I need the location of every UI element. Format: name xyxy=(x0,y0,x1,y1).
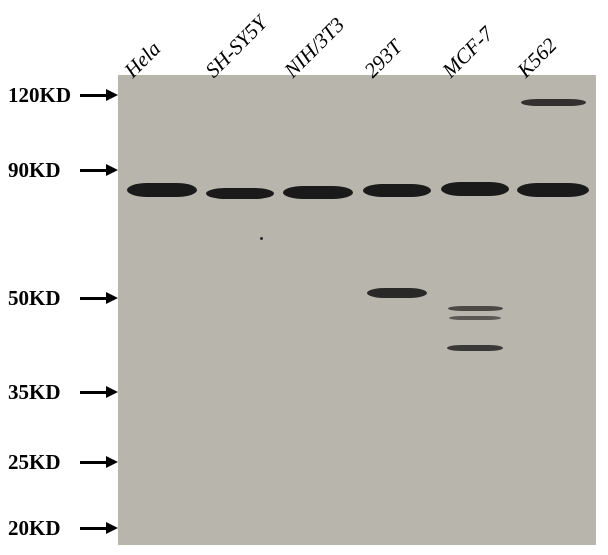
mw-marker-arrow-head xyxy=(106,522,118,534)
protein-band xyxy=(447,345,503,351)
mw-marker-label: 35KD xyxy=(8,380,61,405)
lane-label: SH-SY5Y xyxy=(200,11,272,83)
western-blot-figure: 120KD90KD50KD35KD25KD20KD HelaSH-SY5YNIH… xyxy=(0,0,608,555)
mw-marker-arrow-line xyxy=(80,461,108,464)
mw-marker-arrow-head xyxy=(106,292,118,304)
lane-label: MCF-7 xyxy=(437,22,498,83)
protein-band xyxy=(283,186,353,199)
protein-band xyxy=(206,188,274,199)
mw-marker-label: 90KD xyxy=(8,158,61,183)
mw-marker-arrow-line xyxy=(80,297,108,300)
mw-marker-arrow-head xyxy=(106,164,118,176)
mw-marker-arrow-head xyxy=(106,456,118,468)
protein-band xyxy=(448,306,503,311)
mw-marker-label: 25KD xyxy=(8,450,61,475)
speck xyxy=(260,237,263,240)
blot-membrane xyxy=(118,75,596,545)
mw-marker-arrow-head xyxy=(106,386,118,398)
protein-band xyxy=(441,182,509,196)
mw-marker-label: 20KD xyxy=(8,516,61,541)
lane-label: NIH/3T3 xyxy=(279,13,349,83)
protein-band xyxy=(449,316,501,320)
mw-marker-arrow-line xyxy=(80,391,108,394)
mw-marker-label: 50KD xyxy=(8,286,61,311)
mw-marker-arrow-line xyxy=(80,169,108,172)
protein-band xyxy=(521,99,586,106)
mw-marker-label: 120KD xyxy=(8,83,71,108)
protein-band xyxy=(367,288,427,298)
mw-marker-arrow-head xyxy=(106,89,118,101)
protein-band xyxy=(127,183,197,197)
mw-marker-arrow-line xyxy=(80,527,108,530)
protein-band xyxy=(517,183,589,197)
protein-band xyxy=(363,184,431,197)
mw-marker-arrow-line xyxy=(80,94,108,97)
